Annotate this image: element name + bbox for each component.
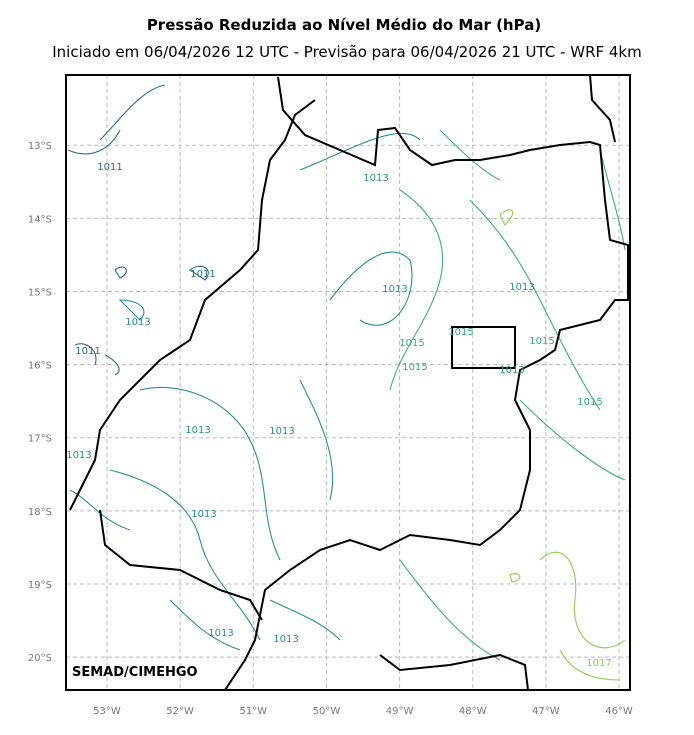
contour-label: 1011 bbox=[190, 269, 215, 280]
contour-label: 1015 bbox=[577, 397, 602, 408]
contour-label: 1013 bbox=[125, 317, 150, 328]
contour-label: 1015 bbox=[402, 362, 427, 373]
y-tick-label: 13°S bbox=[28, 141, 52, 152]
isobars bbox=[67, 84, 626, 681]
contour-label: 1013 bbox=[66, 450, 91, 461]
y-tick-label: 16°S bbox=[28, 361, 52, 372]
contour-label: 1015 bbox=[399, 338, 424, 349]
contour-label: 1013 bbox=[191, 509, 216, 520]
contour-label: 1013 bbox=[273, 634, 298, 645]
contour-labels: 1011 1013 1011 1013 1013 1013 1015 1015 1015 1011… bbox=[66, 162, 611, 669]
contour-label: 1013 bbox=[269, 426, 294, 437]
contour-label: 1013 bbox=[509, 282, 534, 293]
y-tick-label: 17°S bbox=[28, 434, 52, 445]
contour-label: 1015 bbox=[448, 327, 473, 338]
x-tick-label: 52°W bbox=[166, 706, 194, 717]
contour-label: 1011 bbox=[75, 346, 100, 357]
y-tick-label: 20°S bbox=[28, 653, 52, 664]
state-borders bbox=[69, 74, 629, 691]
x-tick-label: 49°W bbox=[386, 706, 414, 717]
y-tick-label: 14°S bbox=[28, 214, 52, 225]
contour-label: 1013 bbox=[382, 284, 407, 295]
map-frame bbox=[65, 74, 631, 691]
x-tick-label: 50°W bbox=[313, 706, 341, 717]
contour-label: 1013 bbox=[185, 425, 210, 436]
title: Pressão Reduzida ao Nível Médio do Mar (… bbox=[147, 16, 541, 34]
grid bbox=[66, 75, 630, 690]
contour-label: 1017 bbox=[586, 658, 611, 669]
x-tick-label: 53°W bbox=[93, 706, 121, 717]
contour-label: 1013 bbox=[499, 365, 524, 376]
x-tick-label: 46°W bbox=[605, 706, 633, 717]
contour-label: 1015 bbox=[529, 336, 554, 347]
x-tick-label: 47°W bbox=[532, 706, 560, 717]
subtitle: Iniciado em 06/04/2026 12 UTC - Previsão… bbox=[52, 43, 641, 61]
contour-label: 1013 bbox=[208, 628, 233, 639]
y-tick-label: 18°S bbox=[28, 507, 52, 518]
contour-label: 1011 bbox=[97, 162, 122, 173]
credit: SEMAD/CIMEHGO bbox=[72, 665, 198, 680]
x-tick-label: 51°W bbox=[239, 706, 267, 717]
y-tick-label: 15°S bbox=[28, 287, 52, 298]
x-tick-label: 48°W bbox=[459, 706, 487, 717]
contour-label: 1013 bbox=[363, 173, 388, 184]
y-tick-label: 19°S bbox=[28, 580, 52, 591]
